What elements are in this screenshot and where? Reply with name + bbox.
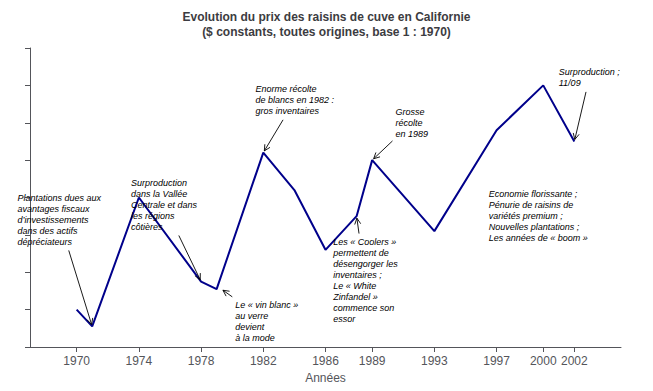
svg-text:côtières: côtières (131, 222, 163, 232)
svg-text:2002: 2002 (561, 354, 588, 368)
svg-text:1982: 1982 (250, 354, 277, 368)
svg-text:11/09: 11/09 (559, 78, 581, 88)
svg-text:Grosse: Grosse (395, 107, 424, 117)
svg-text:2000: 2000 (530, 354, 557, 368)
svg-text:1986: 1986 (312, 354, 339, 368)
svg-text:Années: Années (305, 371, 346, 385)
svg-text:Zinfandel »: Zinfandel » (332, 292, 378, 302)
svg-text:Economie florissante ;: Economie florissante ; (489, 189, 578, 199)
svg-text:commence son: commence son (333, 303, 394, 313)
svg-text:1997: 1997 (483, 354, 510, 368)
svg-text:1974: 1974 (126, 354, 153, 368)
svg-text:Plantations dues aux: Plantations dues aux (18, 193, 102, 203)
svg-text:Surproduction ;: Surproduction ; (559, 67, 621, 77)
svg-text:de blancs en 1982 :: de blancs en 1982 : (256, 95, 335, 105)
svg-text:Les « Coolers »: Les « Coolers » (333, 237, 396, 247)
svg-text:d’investissements: d’investissements (18, 215, 90, 225)
svg-text:1989: 1989 (359, 354, 386, 368)
svg-text:permettent de: permettent de (332, 248, 389, 258)
svg-text:1993: 1993 (421, 354, 448, 368)
svg-text:désengorger les: désengorger les (333, 259, 398, 269)
svg-text:Le « vin blanc »: Le « vin blanc » (235, 300, 298, 310)
svg-text:Pénurie de raisins de: Pénurie de raisins de (489, 200, 574, 210)
svg-text:Nouvelles plantations ;: Nouvelles plantations ; (489, 222, 580, 232)
svg-text:essor: essor (333, 314, 356, 324)
svg-text:au verre: au verre (235, 311, 268, 321)
svg-text:dans la Vallée: dans la Vallée (131, 189, 187, 199)
svg-text:dans des actifs: dans des actifs (18, 226, 79, 236)
svg-text:variétés premium ;: variétés premium ; (489, 211, 564, 221)
svg-text:Centrale et dans: Centrale et dans (131, 200, 198, 210)
svg-text:récolte: récolte (395, 118, 422, 128)
svg-text:avantages fiscaux: avantages fiscaux (18, 204, 91, 214)
svg-text:($ constants, toutes origines,: ($ constants, toutes origines, base 1 : … (202, 25, 451, 39)
svg-text:devient: devient (235, 322, 265, 332)
svg-text:Le « White: Le « White (333, 281, 376, 291)
svg-text:1978: 1978 (188, 354, 215, 368)
svg-text:à la mode: à la mode (235, 333, 275, 343)
svg-text:1970: 1970 (63, 354, 90, 368)
svg-text:les régions: les régions (131, 211, 175, 221)
svg-text:en 1989: en 1989 (395, 129, 428, 139)
svg-text:Evolution du prix des raisins: Evolution du prix des raisins de cuve en… (182, 10, 470, 24)
svg-text:Enorme récolte: Enorme récolte (256, 84, 317, 94)
svg-text:gros inventaires: gros inventaires (256, 106, 320, 116)
svg-text:Les années de « boom »: Les années de « boom » (489, 233, 588, 243)
svg-text:inventaires ;: inventaires ; (333, 270, 382, 280)
svg-text:Surproduction: Surproduction (131, 178, 187, 188)
svg-text:dépréciateurs: dépréciateurs (18, 237, 73, 247)
